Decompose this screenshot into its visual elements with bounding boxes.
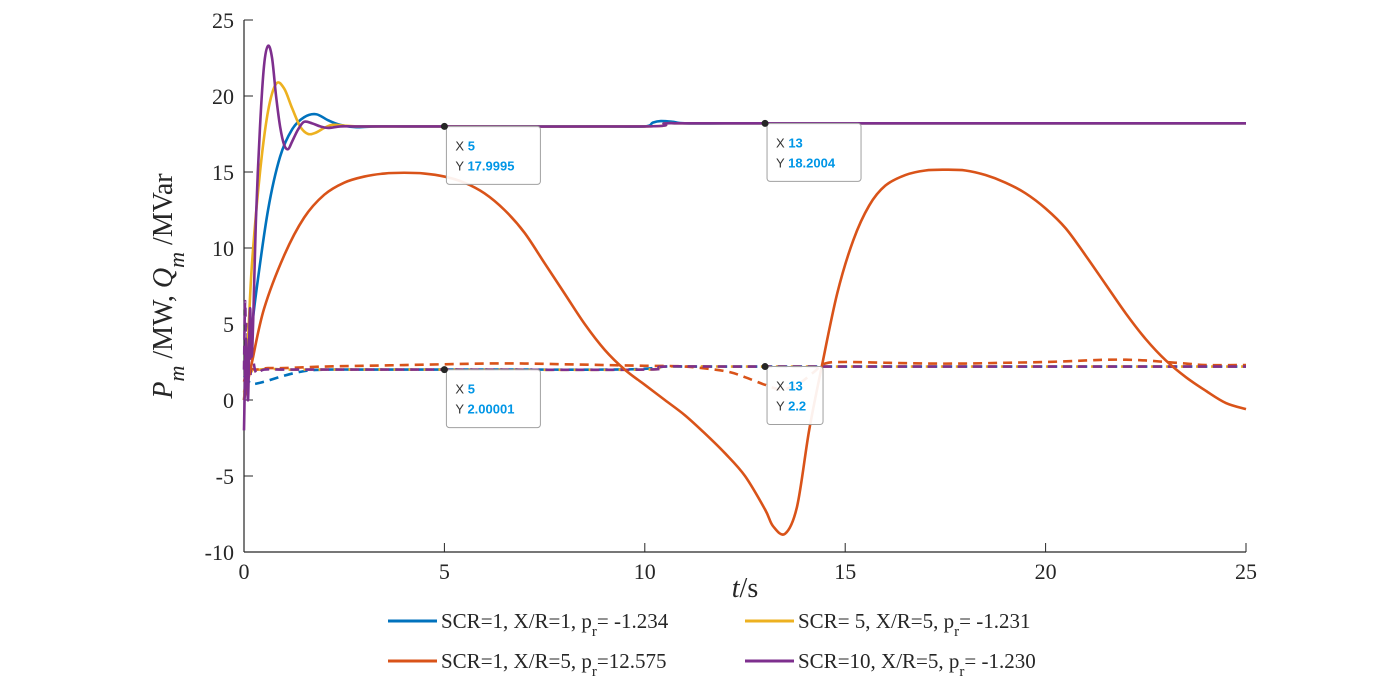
datatip-y-row: Y 2.00001: [455, 402, 514, 417]
axes-box: [244, 20, 1246, 552]
svg-text:SCR=1, X/R=5, pr=12.575: SCR=1, X/R=5, pr=12.575: [441, 649, 666, 680]
datatip-x-row: X 5: [455, 138, 475, 153]
svg-text:SCR=1, X/R=1, pr= -1.234: SCR=1, X/R=1, pr= -1.234: [441, 609, 669, 640]
legend: SCR=1, X/R=1, pr= -1.234 SCR= 5, X/R=5, …: [388, 609, 1036, 680]
datatip-x-row: X 13: [776, 379, 803, 394]
y-tick-label: 5: [223, 312, 234, 337]
datatip-box: [445, 369, 541, 429]
legend-sub-series-3: r: [592, 664, 597, 680]
y-tick-label: 15: [212, 160, 234, 185]
legend-sub-series-4: r: [959, 664, 964, 680]
datatip-y-row: Y 2.2: [776, 399, 806, 414]
x-tick-label: 0: [239, 559, 250, 584]
series-4-p-line: [242, 44, 1246, 431]
legend-tail-series-2: = -1.231: [959, 609, 1030, 633]
datatip-1[interactable]: X 5 Y 17.9995: [440, 122, 541, 185]
datatip-marker: [761, 119, 769, 127]
x-tick-label: 20: [1035, 559, 1057, 584]
y-tick-label: 0: [223, 388, 234, 413]
legend-label-series-1: SCR=1, X/R=1, p: [441, 609, 592, 633]
legend-item-series-2[interactable]: SCR= 5, X/R=5, pr= -1.231: [745, 609, 1030, 640]
datatip-marker: [440, 122, 448, 130]
x-axis-label-unit: /s: [740, 573, 759, 604]
datatip-x-row: X 13: [776, 135, 803, 150]
svg-text:SCR= 5, X/R=5, pr= -1.231: SCR= 5, X/R=5, pr= -1.231: [798, 609, 1030, 640]
y-label-p-sub: m: [164, 366, 189, 382]
y-label-p-unit: /MW,: [148, 288, 179, 366]
series-3-p-line: [242, 168, 1247, 536]
y-label-q: Q: [148, 268, 179, 288]
legend-label-series-3: SCR=1, X/R=5, p: [441, 649, 592, 673]
datatip-3[interactable]: X 5 Y 2.00001: [440, 366, 541, 429]
y-label-q-unit: /MVar: [148, 173, 179, 252]
datatip-box: [766, 122, 862, 182]
datatip-4[interactable]: X 13 Y 2.2: [761, 363, 824, 426]
legend-label-series-4: SCR=10, X/R=5, p: [798, 649, 959, 673]
y-tick-label: 25: [212, 8, 234, 33]
legend-item-series-3[interactable]: SCR=1, X/R=5, pr=12.575: [388, 649, 666, 680]
datatip-x-row: X 5: [455, 382, 475, 397]
datatip-y-row: Y 18.2004: [776, 155, 836, 170]
y-tick-label: -10: [205, 540, 234, 565]
legend-item-series-4[interactable]: SCR=10, X/R=5, pr= -1.230: [745, 649, 1036, 680]
legend-item-series-1[interactable]: SCR=1, X/R=1, pr= -1.234: [388, 609, 669, 640]
x-tick-label: 5: [439, 559, 450, 584]
x-tick-label: 10: [634, 559, 656, 584]
datatip-box: [445, 125, 541, 185]
y-tick-label: 20: [212, 84, 234, 109]
legend-sub-series-1: r: [592, 624, 597, 640]
x-tick-label: 25: [1235, 559, 1257, 584]
x-axis-label-var: t: [732, 573, 741, 604]
y-label-p: P: [148, 382, 179, 400]
y-tick-label: -5: [216, 464, 234, 489]
legend-tail-series-3: =12.575: [597, 649, 667, 673]
x-tick-label: 15: [834, 559, 856, 584]
legend-tail-series-1: = -1.234: [597, 609, 669, 633]
legend-label-series-2: SCR= 5, X/R=5, p: [798, 609, 954, 633]
y-ticks: -10 -5 0 5 10 15 20 25: [205, 8, 253, 565]
x-ticks: 0 5 10 15 20 25: [239, 543, 1257, 584]
y-label-q-sub: m: [164, 252, 189, 268]
datatip-y-row: Y 17.9995: [455, 158, 514, 173]
svg-text:SCR=10, X/R=5, pr= -1.230: SCR=10, X/R=5, pr= -1.230: [798, 649, 1036, 680]
y-axis-label: Pm /MW, Qm /MVar: [148, 173, 189, 400]
legend-sub-series-2: r: [954, 624, 959, 640]
datatip-marker: [761, 363, 769, 371]
datatip-marker: [440, 366, 448, 374]
datatip-2[interactable]: X 13 Y 18.2004: [761, 119, 862, 182]
datatip-box: [766, 366, 824, 426]
x-axis-label: t/s: [732, 573, 758, 604]
y-tick-label: 10: [212, 236, 234, 261]
legend-tail-series-4: = -1.230: [964, 649, 1035, 673]
datatips: X 5 Y 17.9995 X 13 Y 18.2004 X 5 Y 2.00001 X 1…: [440, 119, 862, 429]
